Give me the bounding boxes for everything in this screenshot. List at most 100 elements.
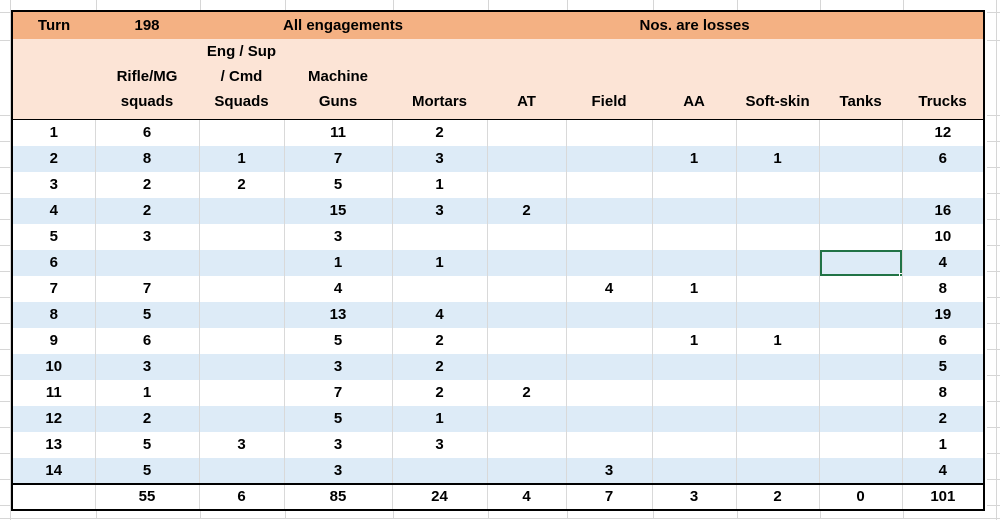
cell-r11-soft-skin[interactable] <box>735 379 820 406</box>
cell-r14-eng-sup-cmd-squads[interactable] <box>198 457 285 484</box>
cell-r8-aa[interactable] <box>651 301 737 328</box>
cell-r11-machine-guns[interactable]: 7 <box>283 379 393 406</box>
cell-r8-machine-guns[interactable]: 13 <box>283 301 393 328</box>
column-header-eng-sup-cmd-squads[interactable]: Eng / Sup / Cmd Squads <box>199 39 284 120</box>
cell-r3-machine-guns[interactable]: 5 <box>283 171 393 198</box>
fill-handle[interactable] <box>898 272 902 276</box>
cell-r10-mortars[interactable]: 2 <box>391 353 488 380</box>
column-header-turn[interactable] <box>11 39 95 120</box>
cell-r11-at[interactable]: 2 <box>486 379 567 406</box>
cell-r13-rifle-mg-squads[interactable]: 5 <box>94 431 200 458</box>
cell-r1-trucks[interactable]: 12 <box>901 119 986 146</box>
cell-r8-at[interactable] <box>486 301 567 328</box>
title-spacer-cell[interactable] <box>902 10 986 39</box>
cell-r9-rifle-mg-squads[interactable]: 6 <box>94 327 200 354</box>
cell-r2-turn[interactable]: 2 <box>11 145 96 172</box>
cell-r12-aa[interactable] <box>651 405 737 432</box>
cell-r12-mortars[interactable]: 1 <box>391 405 488 432</box>
cell-r1-mortars[interactable]: 2 <box>391 119 488 146</box>
cell-r7-turn[interactable]: 7 <box>11 275 96 302</box>
column-header-soft-skin[interactable]: Soft-skin <box>736 39 820 120</box>
cell-r1-tanks[interactable] <box>818 119 903 146</box>
cell-r13-field[interactable] <box>565 431 653 458</box>
cell-r14-rifle-mg-squads[interactable]: 5 <box>94 457 200 484</box>
cell-r13-aa[interactable] <box>651 431 737 458</box>
cell-r2-trucks[interactable]: 6 <box>901 145 986 172</box>
turn-label-cell[interactable]: Turn <box>11 10 95 39</box>
cell-r6-at[interactable] <box>486 249 567 276</box>
cell-r4-tanks[interactable] <box>818 197 903 224</box>
cell-r9-mortars[interactable]: 2 <box>391 327 488 354</box>
total-rifle-mg-squads[interactable]: 55 <box>94 482 200 511</box>
cell-r5-at[interactable] <box>486 223 567 250</box>
cell-r10-eng-sup-cmd-squads[interactable] <box>198 353 285 380</box>
nos-are-losses-cell[interactable]: Nos. are losses <box>487 10 903 39</box>
cell-r7-tanks[interactable] <box>818 275 903 302</box>
column-header-at[interactable]: AT <box>487 39 567 120</box>
cell-r14-tanks[interactable] <box>818 457 903 484</box>
cell-r5-soft-skin[interactable] <box>735 223 820 250</box>
cell-r2-rifle-mg-squads[interactable]: 8 <box>94 145 200 172</box>
cell-r5-trucks[interactable]: 10 <box>901 223 986 250</box>
cell-r1-aa[interactable] <box>651 119 737 146</box>
cell-r8-field[interactable] <box>565 301 653 328</box>
column-header-tanks[interactable]: Tanks <box>819 39 903 120</box>
cell-r3-aa[interactable] <box>651 171 737 198</box>
cell-r12-trucks[interactable]: 2 <box>901 405 986 432</box>
cell-r1-eng-sup-cmd-squads[interactable] <box>198 119 285 146</box>
cell-r4-field[interactable] <box>565 197 653 224</box>
cell-r13-eng-sup-cmd-squads[interactable]: 3 <box>198 431 285 458</box>
cell-r2-at[interactable] <box>486 145 567 172</box>
cell-r14-at[interactable] <box>486 457 567 484</box>
cell-r1-rifle-mg-squads[interactable]: 6 <box>94 119 200 146</box>
total-soft-skin[interactable]: 2 <box>735 482 820 511</box>
cell-r5-aa[interactable] <box>651 223 737 250</box>
cell-r1-at[interactable] <box>486 119 567 146</box>
cell-r2-field[interactable] <box>565 145 653 172</box>
total-machine-guns[interactable]: 85 <box>283 482 393 511</box>
cell-r7-trucks[interactable]: 8 <box>901 275 986 302</box>
cell-r2-soft-skin[interactable]: 1 <box>735 145 820 172</box>
column-header-field[interactable]: Field <box>566 39 653 120</box>
cell-r13-turn[interactable]: 13 <box>11 431 96 458</box>
cell-r4-trucks[interactable]: 16 <box>901 197 986 224</box>
cell-r11-rifle-mg-squads[interactable]: 1 <box>94 379 200 406</box>
cell-r10-machine-guns[interactable]: 3 <box>283 353 393 380</box>
cell-r14-field[interactable]: 3 <box>565 457 653 484</box>
cell-r3-trucks[interactable] <box>901 171 986 198</box>
cell-r5-mortars[interactable] <box>391 223 488 250</box>
cell-r4-mortars[interactable]: 3 <box>391 197 488 224</box>
total-tanks[interactable]: 0 <box>818 482 903 511</box>
cell-r1-machine-guns[interactable]: 11 <box>283 119 393 146</box>
cell-r11-field[interactable] <box>565 379 653 406</box>
cell-r13-machine-guns[interactable]: 3 <box>283 431 393 458</box>
column-header-mortars[interactable]: Mortars <box>392 39 488 120</box>
cell-r3-field[interactable] <box>565 171 653 198</box>
total-at[interactable]: 4 <box>486 482 567 511</box>
cell-r10-trucks[interactable]: 5 <box>901 353 986 380</box>
cell-r3-tanks[interactable] <box>818 171 903 198</box>
column-header-aa[interactable]: AA <box>652 39 737 120</box>
cell-r13-mortars[interactable]: 3 <box>391 431 488 458</box>
cell-r5-machine-guns[interactable]: 3 <box>283 223 393 250</box>
cell-r8-soft-skin[interactable] <box>735 301 820 328</box>
cell-r13-at[interactable] <box>486 431 567 458</box>
cell-r6-rifle-mg-squads[interactable] <box>94 249 200 276</box>
cell-r2-aa[interactable]: 1 <box>651 145 737 172</box>
cell-r7-soft-skin[interactable] <box>735 275 820 302</box>
cell-r8-tanks[interactable] <box>818 301 903 328</box>
cell-r2-eng-sup-cmd-squads[interactable]: 1 <box>198 145 285 172</box>
cell-r14-aa[interactable] <box>651 457 737 484</box>
cell-r11-eng-sup-cmd-squads[interactable] <box>198 379 285 406</box>
cell-r12-eng-sup-cmd-squads[interactable] <box>198 405 285 432</box>
cell-r6-aa[interactable] <box>651 249 737 276</box>
cell-r7-mortars[interactable] <box>391 275 488 302</box>
cell-r2-tanks[interactable] <box>818 145 903 172</box>
column-header-machine-guns[interactable]: Machine Guns <box>284 39 392 120</box>
cell-r9-machine-guns[interactable]: 5 <box>283 327 393 354</box>
cell-r1-field[interactable] <box>565 119 653 146</box>
column-header-rifle-mg-squads[interactable]: Rifle/MG squads <box>95 39 199 120</box>
cell-r6-field[interactable] <box>565 249 653 276</box>
cell-r3-at[interactable] <box>486 171 567 198</box>
cell-r8-rifle-mg-squads[interactable]: 5 <box>94 301 200 328</box>
